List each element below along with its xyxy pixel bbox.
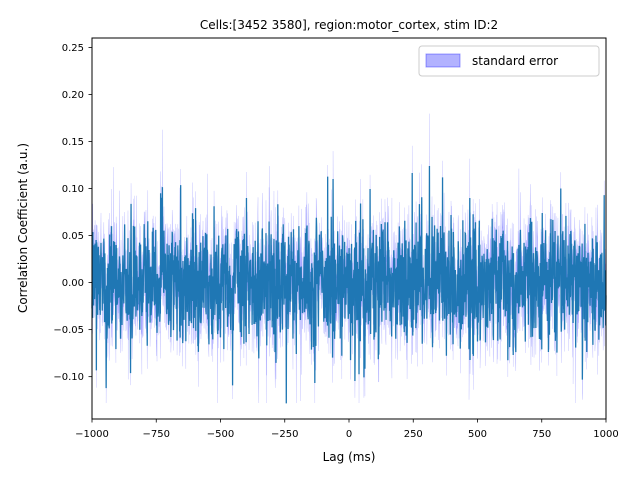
legend-box	[418, 45, 600, 77]
x-tick-label: −250	[271, 429, 298, 440]
y-axis-label: Correlation Coefficient (a.u.)	[16, 143, 30, 313]
legend-label-standard-error: standard error	[472, 54, 558, 68]
x-tick-label: −500	[207, 429, 234, 440]
x-axis-label: Lag (ms)	[323, 450, 376, 464]
y-tick-label: 0.15	[62, 137, 84, 148]
x-tick-label: −1000	[75, 429, 109, 440]
mean-correlation-trace	[91, 166, 607, 404]
x-axis-ticks: −1000 −750 −500 −250 0 250 500 750 1000	[75, 419, 619, 440]
x-tick-label: 1000	[593, 429, 618, 440]
y-tick-label: −0.05	[53, 325, 84, 336]
legend: standard error	[418, 45, 600, 77]
y-tick-label: 0.25	[62, 43, 84, 54]
y-axis-ticks: −0.10 −0.05 0.00 0.05 0.10 0.15 0.20 0.25	[53, 43, 92, 383]
y-tick-label: 0.10	[62, 184, 84, 195]
x-tick-label: 250	[404, 429, 423, 440]
x-tick-label: 500	[468, 429, 487, 440]
mean-correlation-line	[91, 166, 607, 404]
y-tick-label: 0.00	[62, 278, 84, 289]
x-tick-label: −750	[143, 429, 170, 440]
y-tick-label: −0.10	[53, 372, 84, 383]
x-tick-label: 750	[532, 429, 551, 440]
chart-title: Cells:[3452 3580], region:motor_cortex, …	[200, 18, 498, 32]
x-tick-label: 0	[346, 429, 352, 440]
y-tick-label: 0.20	[62, 90, 84, 101]
legend-swatch-standard-error	[425, 53, 461, 68]
y-tick-label: 0.05	[62, 231, 84, 242]
